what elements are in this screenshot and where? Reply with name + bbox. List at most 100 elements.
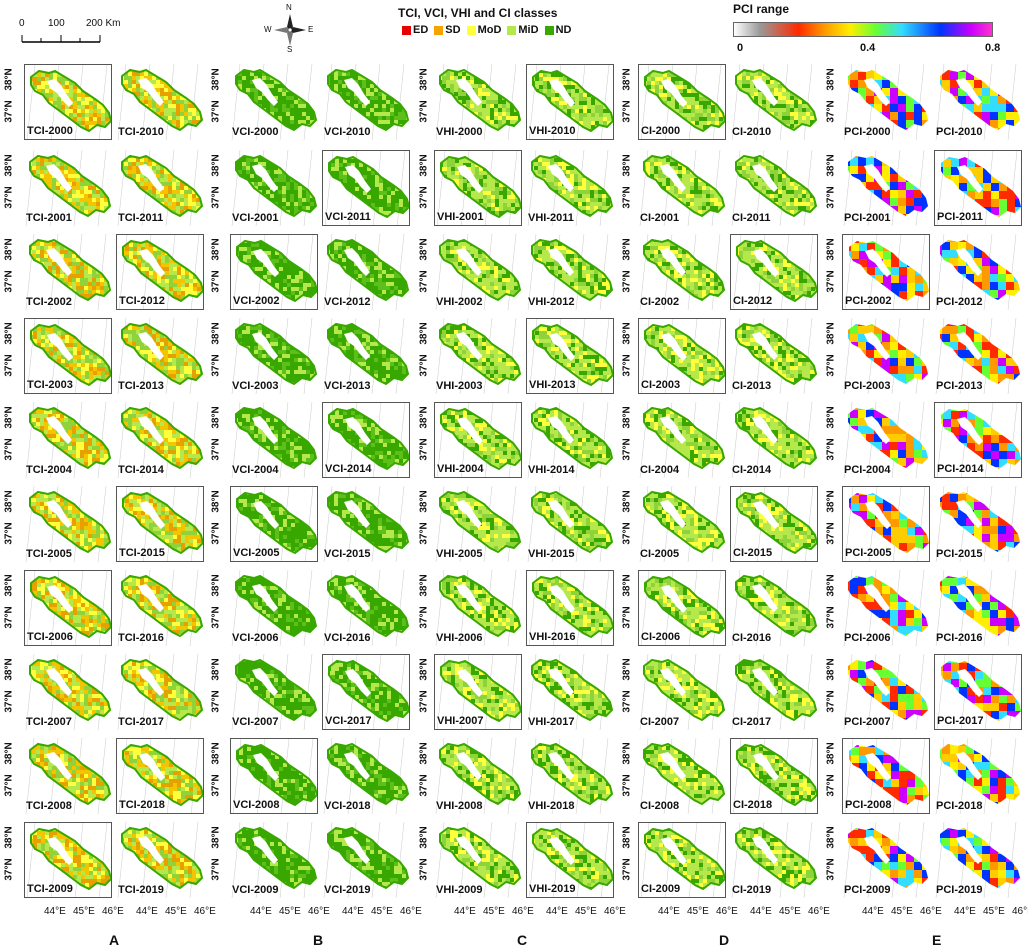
map-label: VHI-2009 bbox=[436, 884, 482, 896]
map-label: VCI-2013 bbox=[324, 380, 370, 392]
lat-label: 37°N bbox=[4, 270, 15, 292]
lat-label: 38°N bbox=[622, 238, 633, 260]
map-tile-tci-2012: TCI-2012 bbox=[116, 234, 204, 310]
lat-label: 38°N bbox=[419, 658, 430, 680]
map-label: TCI-2017 bbox=[118, 716, 164, 728]
map-label: TCI-2003 bbox=[27, 379, 73, 391]
map-tile-vhi-2005: VHI-2005 bbox=[434, 486, 522, 562]
map-tile-tci-2016: TCI-2016 bbox=[116, 570, 204, 646]
map-tile-pci-2007: PCI-2007 bbox=[842, 654, 930, 730]
lat-label: 37°N bbox=[4, 858, 15, 880]
lat-label: 37°N bbox=[4, 438, 15, 460]
map-label: VCI-2003 bbox=[232, 380, 278, 392]
map-label: VCI-2012 bbox=[324, 296, 370, 308]
pci-legend-title: PCI range bbox=[733, 2, 789, 16]
lat-label: 37°N bbox=[211, 690, 222, 712]
lon-label: 44°E bbox=[250, 906, 272, 917]
map-tile-ci-2003: CI-2003 bbox=[638, 318, 726, 394]
lon-label: 45°E bbox=[483, 906, 505, 917]
map-tile-tci-2010: TCI-2010 bbox=[116, 64, 204, 140]
map-label: VHI-2019 bbox=[529, 883, 575, 895]
lat-label: 37°N bbox=[419, 858, 430, 880]
lon-label: 46°E bbox=[716, 906, 738, 917]
map-tile-vci-2005: VCI-2005 bbox=[230, 486, 318, 562]
lon-label: 45°E bbox=[73, 906, 95, 917]
lat-label: 38°N bbox=[4, 154, 15, 176]
map-label: PCI-2013 bbox=[936, 380, 982, 392]
lat-label: 37°N bbox=[826, 438, 837, 460]
map-tile-ci-2002: CI-2002 bbox=[638, 234, 726, 310]
lat-label: 38°N bbox=[211, 406, 222, 428]
lat-label: 37°N bbox=[622, 774, 633, 796]
lat-label: 37°N bbox=[419, 606, 430, 628]
lat-label: 37°N bbox=[4, 100, 15, 122]
map-tile-vhi-2013: VHI-2013 bbox=[526, 318, 614, 394]
lat-label: 38°N bbox=[826, 826, 837, 848]
lat-label: 37°N bbox=[622, 438, 633, 460]
map-label: CI-2005 bbox=[640, 548, 679, 560]
map-label: PCI-2009 bbox=[844, 884, 890, 896]
map-tile-ci-2000: CI-2000 bbox=[638, 64, 726, 140]
map-tile-vci-2003: VCI-2003 bbox=[230, 318, 318, 394]
map-tile-pci-2014: PCI-2014 bbox=[934, 402, 1022, 478]
map-tile-pci-2017: PCI-2017 bbox=[934, 654, 1022, 730]
lon-label: 44°E bbox=[546, 906, 568, 917]
map-tile-vhi-2009: VHI-2009 bbox=[434, 822, 522, 898]
legend-classes: ED SD MoD MiD ND bbox=[402, 24, 571, 36]
map-tile-ci-2006: CI-2006 bbox=[638, 570, 726, 646]
lat-label: 38°N bbox=[211, 238, 222, 260]
map-tile-tci-2008: TCI-2008 bbox=[24, 738, 112, 814]
map-tile-vci-2011: VCI-2011 bbox=[322, 150, 410, 226]
lat-label: 38°N bbox=[622, 826, 633, 848]
lat-label: 38°N bbox=[4, 490, 15, 512]
lat-label: 37°N bbox=[211, 606, 222, 628]
map-label: TCI-2001 bbox=[26, 212, 72, 224]
column-letter-c: C bbox=[517, 932, 527, 948]
map-tile-tci-2015: TCI-2015 bbox=[116, 486, 204, 562]
map-label: CI-2007 bbox=[640, 716, 679, 728]
map-label: VHI-2010 bbox=[529, 125, 575, 137]
map-label: VCI-2010 bbox=[324, 126, 370, 138]
map-tile-ci-2016: CI-2016 bbox=[730, 570, 818, 646]
lon-label: 46°E bbox=[1012, 906, 1028, 917]
map-label: VCI-2019 bbox=[324, 884, 370, 896]
map-label: CI-2003 bbox=[641, 379, 680, 391]
map-tile-vci-2013: VCI-2013 bbox=[322, 318, 410, 394]
map-label: PCI-2018 bbox=[936, 800, 982, 812]
map-label: TCI-2018 bbox=[119, 799, 165, 811]
lat-label: 37°N bbox=[211, 438, 222, 460]
lat-label: 38°N bbox=[211, 68, 222, 90]
map-tile-tci-2006: TCI-2006 bbox=[24, 570, 112, 646]
lat-label: 37°N bbox=[419, 690, 430, 712]
map-label: VCI-2001 bbox=[232, 212, 278, 224]
map-tile-vci-2008: VCI-2008 bbox=[230, 738, 318, 814]
lon-label: 46°E bbox=[604, 906, 626, 917]
map-tile-vhi-2003: VHI-2003 bbox=[434, 318, 522, 394]
map-label: PCI-2004 bbox=[844, 464, 890, 476]
lat-label: 38°N bbox=[4, 406, 15, 428]
map-tile-pci-2004: PCI-2004 bbox=[842, 402, 930, 478]
map-label: PCI-2014 bbox=[937, 463, 983, 475]
map-label: TCI-2008 bbox=[26, 800, 72, 812]
legend-item-mod: MoD bbox=[466, 24, 501, 36]
map-tile-pci-2006: PCI-2006 bbox=[842, 570, 930, 646]
map-tile-pci-2002: PCI-2002 bbox=[842, 234, 930, 310]
lon-label: 44°E bbox=[136, 906, 158, 917]
pci-color-ramp bbox=[733, 22, 993, 37]
map-label: VCI-2008 bbox=[233, 799, 279, 811]
map-tile-pci-2001: PCI-2001 bbox=[842, 150, 930, 226]
lat-label: 37°N bbox=[622, 100, 633, 122]
lat-label: 37°N bbox=[826, 606, 837, 628]
lat-label: 37°N bbox=[622, 606, 633, 628]
map-label: VCI-2009 bbox=[232, 884, 278, 896]
lat-label: 38°N bbox=[622, 68, 633, 90]
lat-label: 38°N bbox=[826, 406, 837, 428]
lat-label: 38°N bbox=[826, 68, 837, 90]
lat-label: 38°N bbox=[826, 322, 837, 344]
map-label: TCI-2016 bbox=[118, 632, 164, 644]
map-label: VCI-2000 bbox=[232, 126, 278, 138]
lat-label: 38°N bbox=[4, 68, 15, 90]
map-label: PCI-2015 bbox=[936, 548, 982, 560]
lat-label: 37°N bbox=[622, 522, 633, 544]
map-label: VCI-2011 bbox=[325, 211, 371, 223]
